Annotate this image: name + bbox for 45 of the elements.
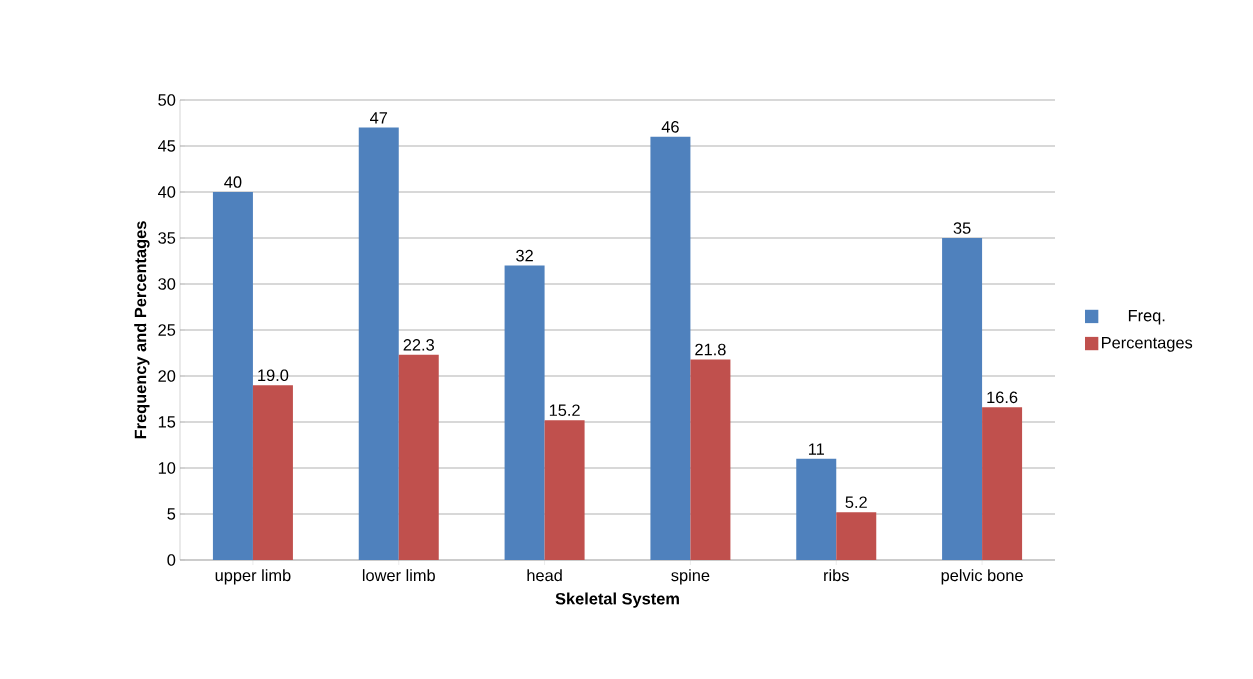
data-label: 11 (808, 443, 824, 455)
bar (398, 354, 439, 560)
x-tick-label: lower limb (362, 569, 435, 582)
data-label: 40 (224, 176, 242, 188)
data-label: 32 (516, 249, 533, 262)
legend-label: Freq. (1128, 309, 1165, 325)
legend-label: Percentages (1102, 337, 1193, 352)
bar (796, 458, 837, 560)
bar (212, 192, 253, 560)
bar (544, 420, 585, 560)
y-tick-label: 45 (157, 140, 176, 152)
bar (982, 407, 1023, 560)
y-tick-label: 35 (158, 232, 176, 244)
data-label: 15.2 (549, 404, 580, 417)
y-tick-label: 15 (158, 416, 176, 428)
bar (650, 136, 691, 560)
bar (358, 127, 399, 560)
bar (504, 265, 545, 560)
y-tick-label: 25 (158, 324, 176, 336)
bar (942, 238, 983, 560)
data-label: 16.6 (987, 391, 1018, 404)
data-label: 47 (370, 112, 388, 124)
x-axis-title: Skeletal System (555, 592, 679, 608)
bar (690, 359, 731, 560)
data-label: 5.2 (845, 496, 867, 509)
y-tick-label: 40 (157, 186, 176, 198)
y-tick-label: 30 (158, 278, 176, 290)
data-label: 19.0 (258, 369, 289, 382)
x-tick-label: upper limb (215, 569, 291, 585)
y-tick-label: 10 (158, 462, 176, 474)
data-label: 22.3 (403, 339, 434, 351)
y-tick-label: 20 (158, 370, 176, 382)
y-tick-label: 0 (167, 554, 176, 566)
data-label: 35 (953, 222, 971, 234)
bar (836, 512, 877, 560)
y-axis-title: Frequency and Percentages (134, 221, 150, 439)
x-tick-label: spine (671, 569, 710, 585)
x-tick-label: head (527, 569, 562, 582)
y-tick-label: 5 (167, 508, 176, 520)
bar (252, 385, 293, 560)
x-tick-label: ribs (824, 569, 849, 582)
x-tick-label: pelvic bone (941, 569, 1023, 585)
y-tick-label: 50 (158, 94, 176, 106)
data-label: 46 (661, 121, 679, 133)
data-label: 21.8 (695, 343, 726, 356)
